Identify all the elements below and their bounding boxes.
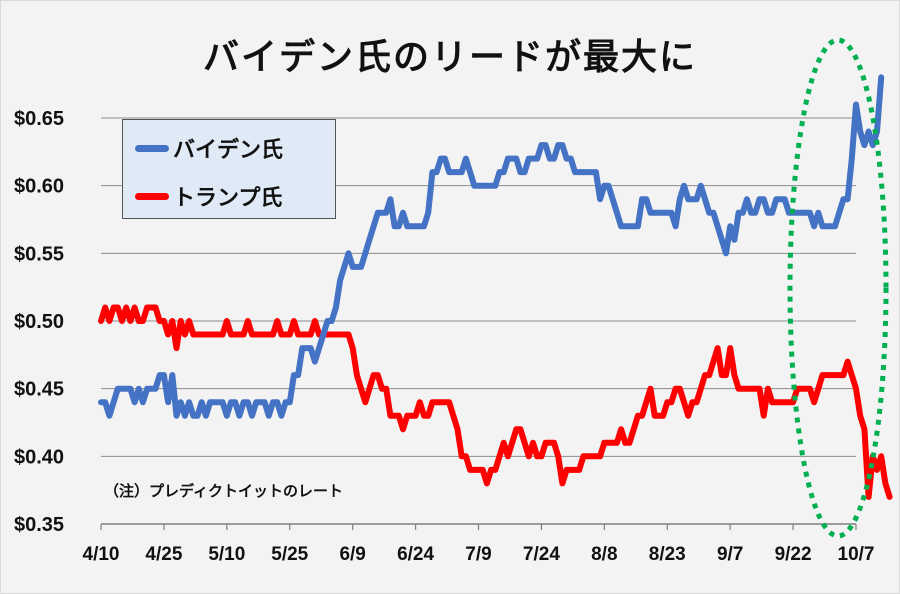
y-tick-label: $0.50 (14, 311, 64, 333)
y-tick-label: $0.60 (14, 176, 64, 198)
trump-line-swatch (135, 192, 169, 200)
x-axis: 4/10 4/25 5/10 5/25 6/9 6/24 7/9 7/24 8/8 8/23 9/7… (83, 523, 875, 565)
source-note: （注）プレディクトイットのレート (104, 482, 343, 500)
x-tick-label: 5/25 (271, 544, 308, 565)
legend-item-trump: トランプ氏 (135, 180, 282, 212)
highlight-ellipse (787, 37, 889, 539)
x-tick-label: 7/24 (523, 544, 560, 565)
y-tick-label: $0.40 (14, 446, 64, 468)
x-tick-label: 4/25 (145, 544, 182, 565)
legend-label-biden: バイデン氏 (173, 138, 284, 163)
x-tick-label: 5/10 (208, 544, 245, 565)
x-tick-label: 10/7 (838, 544, 875, 565)
x-tick-label: 6/24 (397, 544, 434, 565)
legend-label-trump: トランプ氏 (173, 186, 283, 211)
y-tick-label: $0.35 (14, 514, 64, 536)
legend: バイデン氏 トランプ氏 (122, 119, 336, 219)
x-tick-label: 6/9 (339, 544, 365, 565)
y-tick-label: $0.45 (14, 379, 64, 401)
y-axis-ticks: $0.35 $0.40 $0.45 $0.50 $0.55 $0.60 $0.65 (14, 108, 64, 536)
x-tick-label: 9/7 (717, 544, 743, 565)
y-tick-label: $0.65 (14, 108, 64, 130)
trump-line (98, 304, 893, 500)
chart-title: バイデン氏のリードが最大に (202, 37, 697, 78)
x-tick-label: 7/9 (465, 544, 491, 565)
x-tick-label: 4/10 (83, 544, 120, 565)
x-tick-label: 8/8 (591, 544, 617, 565)
series-lines (98, 74, 893, 500)
y-tick-label: $0.55 (14, 243, 64, 265)
biden-line (98, 74, 885, 419)
biden-line-swatch (135, 144, 169, 152)
x-tick-label: 8/23 (649, 544, 686, 565)
legend-item-biden: バイデン氏 (135, 132, 283, 164)
x-tick-label: 9/22 (775, 544, 812, 565)
